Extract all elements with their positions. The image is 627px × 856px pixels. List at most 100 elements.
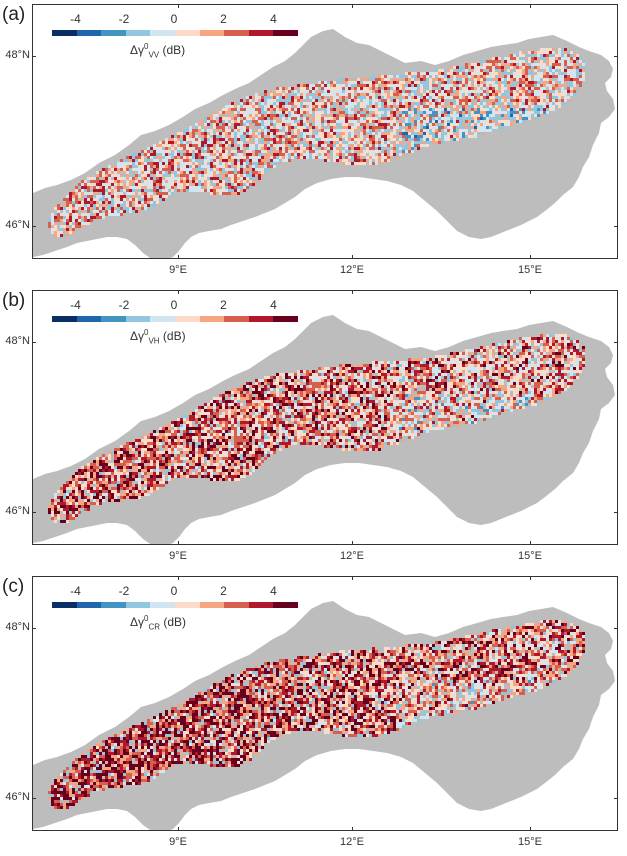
colorbar-title-unit: (dB) xyxy=(160,615,187,629)
longitude-label: 12°E xyxy=(340,264,364,276)
longitude-label: 9°E xyxy=(169,264,187,276)
latitude-tick-right xyxy=(614,798,618,799)
colorbar-segment xyxy=(273,602,298,608)
longitude-tick xyxy=(352,255,353,259)
latitude-tick xyxy=(32,512,36,513)
colorbar-segment xyxy=(273,30,298,36)
colorbar-segment xyxy=(224,30,249,36)
longitude-tick xyxy=(530,541,531,545)
colorbar-segment xyxy=(199,30,225,36)
colorbar-segment xyxy=(224,316,249,322)
longitude-tick-top xyxy=(530,4,531,8)
map-canvas xyxy=(33,601,615,830)
colorbar-title-subscript: VH xyxy=(148,336,160,346)
colorbar-title-symbol: Δγ xyxy=(130,615,145,629)
anomaly-raster xyxy=(48,48,585,237)
colorbar-title: Δγ0CR (dB) xyxy=(130,614,186,631)
colorbar-segment xyxy=(101,316,126,322)
longitude-tick-top xyxy=(178,576,179,580)
colorbar-segment xyxy=(199,316,225,322)
colorbar-title-superscript: 0 xyxy=(144,614,149,623)
longitude-tick-top xyxy=(352,576,353,580)
colorbar xyxy=(52,30,298,36)
colorbar-segment xyxy=(52,602,77,608)
map-frame xyxy=(32,290,618,545)
panel-label: (b) xyxy=(2,290,26,311)
colorbar-segment xyxy=(125,602,151,608)
colorbar-tick-label: -2 xyxy=(118,298,130,312)
colorbar-tick-label: -4 xyxy=(70,298,81,312)
longitude-tick xyxy=(352,827,353,831)
colorbar-tick-label: 4 xyxy=(270,298,277,312)
colorbar-title-symbol: Δγ xyxy=(130,329,145,343)
colorbar-segment xyxy=(174,316,200,322)
panel-label: (c) xyxy=(2,576,25,597)
colorbar-segment xyxy=(248,316,274,322)
colorbar-tick-label: 2 xyxy=(220,584,227,598)
colorbar-tick-label: -2 xyxy=(118,12,130,26)
colorbar-title-unit: (dB) xyxy=(159,329,186,343)
longitude-tick-top xyxy=(352,290,353,294)
latitude-label: 46°N xyxy=(5,219,30,231)
colorbar-segment xyxy=(101,30,126,36)
latitude-tick-right xyxy=(614,512,618,513)
colorbar-tick-label: 0 xyxy=(170,298,178,312)
colorbar-title-superscript: 0 xyxy=(144,42,149,51)
latitude-tick-right xyxy=(614,56,618,57)
latitude-label: 48°N xyxy=(5,335,30,347)
latitude-tick xyxy=(32,798,36,799)
latitude-tick-right xyxy=(614,226,618,227)
panel-label: (a) xyxy=(2,4,26,25)
longitude-tick xyxy=(178,255,179,259)
longitude-label: 15°E xyxy=(518,550,542,562)
longitude-tick xyxy=(530,827,531,831)
latitude-tick-right xyxy=(614,342,618,343)
longitude-tick-top xyxy=(178,290,179,294)
longitude-tick xyxy=(530,255,531,259)
longitude-label: 9°E xyxy=(169,836,187,848)
colorbar-tick-label: -2 xyxy=(118,584,130,598)
colorbar-segment xyxy=(150,316,175,322)
panel-b: (b) -4 -2 0 2 4 Δγ0VH (dB) 48°N 46°N 9°E 12°E 15°E xyxy=(0,286,627,570)
latitude-label: 48°N xyxy=(5,621,30,633)
colorbar-segment xyxy=(52,30,77,36)
colorbar-title-superscript: 0 xyxy=(144,328,149,337)
latitude-tick xyxy=(32,56,36,57)
colorbar-segment xyxy=(125,316,151,322)
colorbar-segment xyxy=(174,30,200,36)
colorbar-segment xyxy=(76,316,102,322)
colorbar-segment xyxy=(76,602,102,608)
latitude-tick-right xyxy=(614,628,618,629)
longitude-tick xyxy=(178,827,179,831)
colorbar-segment xyxy=(199,602,225,608)
colorbar-segment xyxy=(248,30,274,36)
colorbar-tick-label: 4 xyxy=(270,584,277,598)
colorbar xyxy=(52,602,298,608)
latitude-label: 48°N xyxy=(5,49,30,61)
colorbar-title: Δγ0VV (dB) xyxy=(130,42,185,59)
colorbar-segment xyxy=(273,316,298,322)
longitude-tick-top xyxy=(530,576,531,580)
colorbar-segment xyxy=(174,602,200,608)
colorbar-title-unit: (dB) xyxy=(159,43,186,57)
longitude-label: 12°E xyxy=(340,836,364,848)
colorbar-segment xyxy=(76,30,102,36)
anomaly-raster xyxy=(48,334,585,523)
colorbar-segment xyxy=(52,316,77,322)
colorbar xyxy=(52,316,298,322)
colorbar-segment xyxy=(224,602,249,608)
map-frame xyxy=(32,576,618,831)
colorbar-tick-label: 0 xyxy=(170,12,178,26)
longitude-tick xyxy=(178,541,179,545)
colorbar-segment xyxy=(125,30,151,36)
latitude-label: 46°N xyxy=(5,791,30,803)
latitude-label: 46°N xyxy=(5,505,30,517)
panel-c: (c) -4 -2 0 2 4 Δγ0CR (dB) 48°N 46°N 9°E 12°E 15°E xyxy=(0,572,627,856)
colorbar-segment xyxy=(150,30,175,36)
longitude-label: 15°E xyxy=(518,264,542,276)
longitude-label: 15°E xyxy=(518,836,542,848)
colorbar-title: Δγ0VH (dB) xyxy=(130,328,186,345)
colorbar-title-symbol: Δγ xyxy=(130,43,145,57)
latitude-tick xyxy=(32,342,36,343)
colorbar-segment xyxy=(150,602,175,608)
